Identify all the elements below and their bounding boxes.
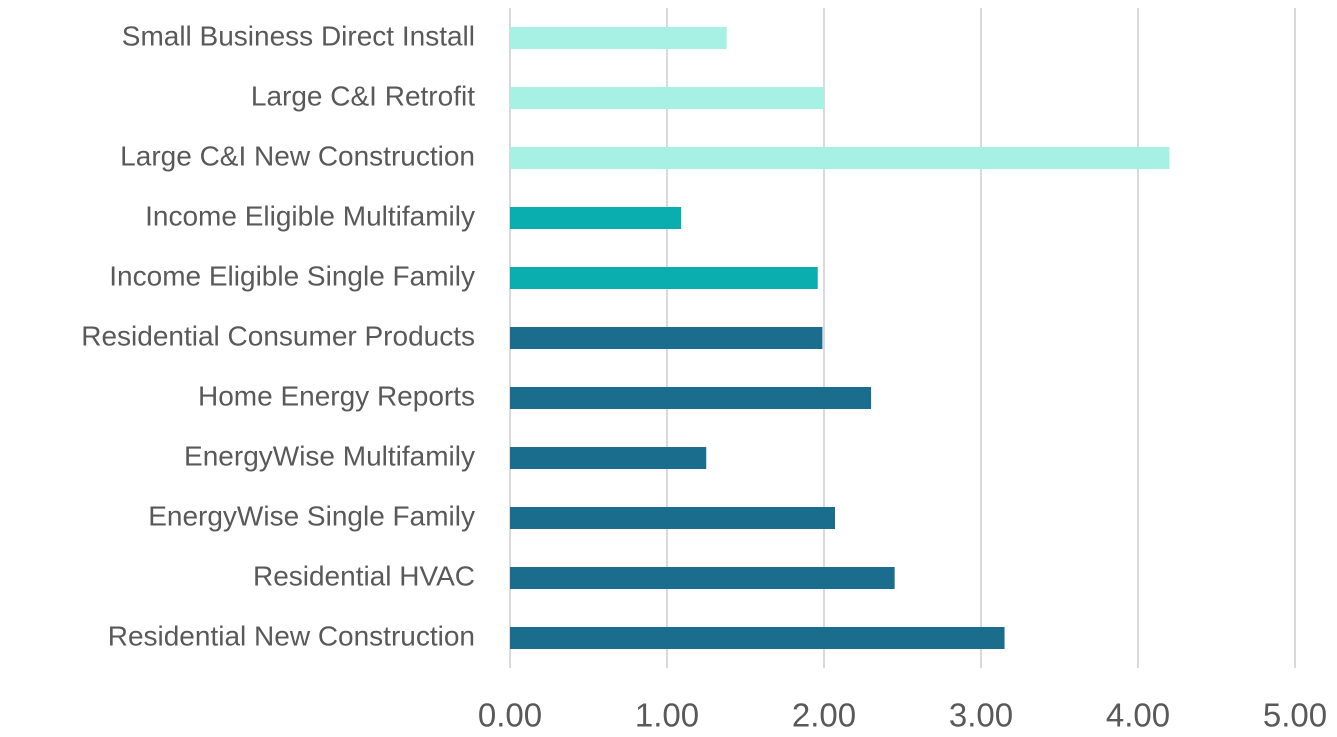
x-tick-label: 4.00 bbox=[1106, 697, 1170, 734]
bar bbox=[510, 267, 818, 289]
x-tick-label: 0.00 bbox=[478, 697, 542, 734]
y-tick-label: EnergyWise Single Family bbox=[148, 500, 475, 531]
bar bbox=[510, 147, 1170, 169]
y-tick-label: EnergyWise Multifamily bbox=[184, 440, 475, 471]
y-tick-label: Large C&I Retrofit bbox=[251, 80, 475, 111]
bar bbox=[510, 207, 682, 229]
y-tick-label: Large C&I New Construction bbox=[120, 140, 475, 171]
bar bbox=[510, 387, 872, 409]
y-tick-label: Residential New Construction bbox=[108, 620, 475, 651]
x-tick-label: 5.00 bbox=[1263, 697, 1327, 734]
bar bbox=[510, 327, 823, 349]
y-tick-label: Income Eligible Single Family bbox=[109, 260, 475, 291]
y-tick-label: Home Energy Reports bbox=[198, 380, 475, 411]
y-tick-label: Residential HVAC bbox=[253, 560, 475, 591]
bar bbox=[510, 507, 835, 529]
bar bbox=[510, 567, 895, 589]
y-tick-label: Residential Consumer Products bbox=[81, 320, 475, 351]
x-tick-label: 3.00 bbox=[949, 697, 1013, 734]
bar bbox=[510, 447, 707, 469]
x-tick-label: 1.00 bbox=[635, 697, 699, 734]
y-tick-label: Income Eligible Multifamily bbox=[145, 200, 475, 231]
bar bbox=[510, 27, 727, 49]
bar bbox=[510, 87, 824, 109]
x-tick-label: 2.00 bbox=[792, 697, 856, 734]
bar bbox=[510, 627, 1005, 649]
y-tick-label: Small Business Direct Install bbox=[122, 20, 475, 51]
